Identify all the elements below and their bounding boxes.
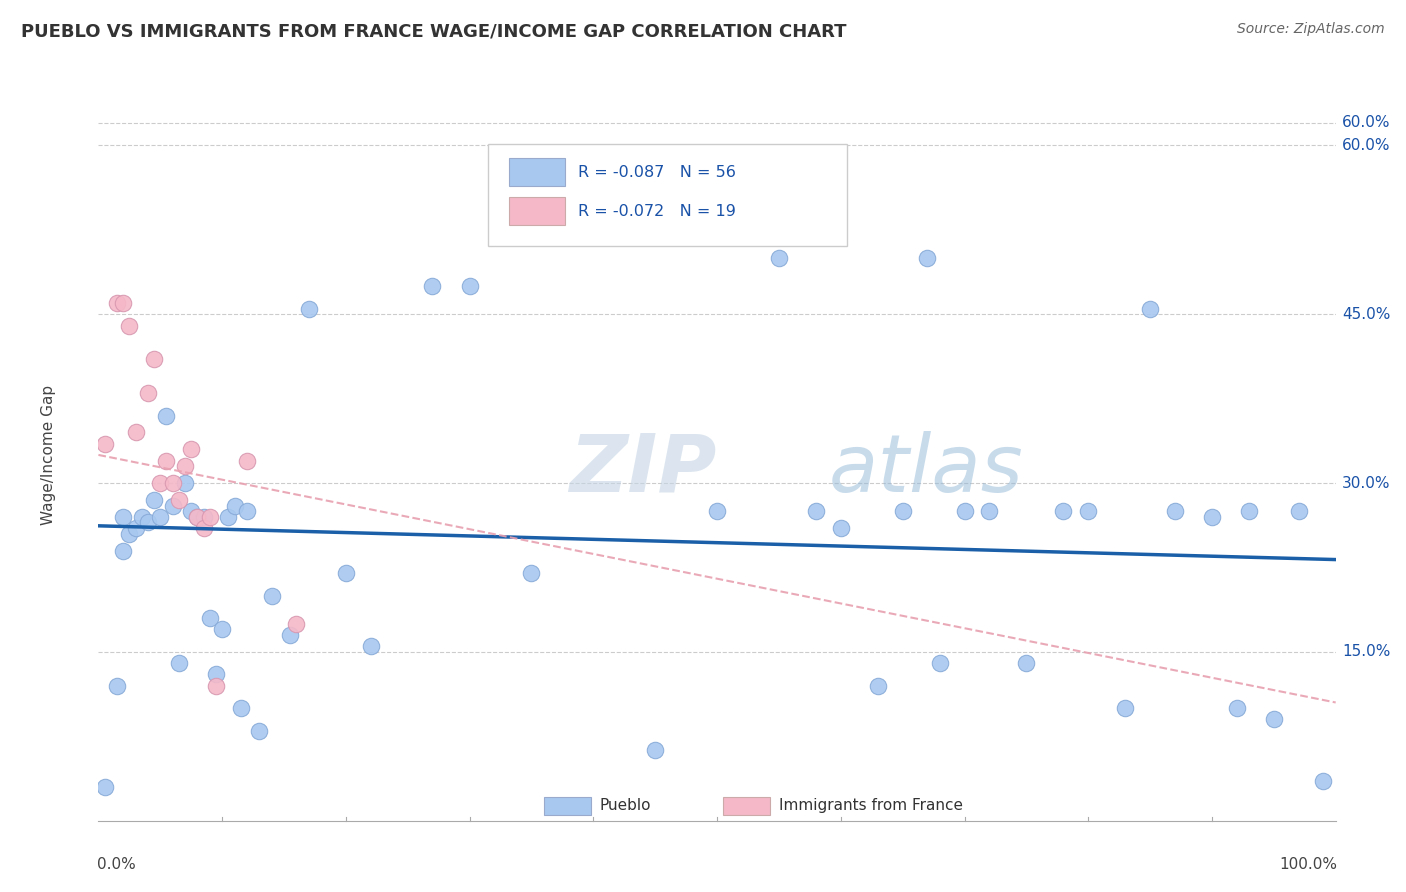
- Point: [422, 279, 444, 293]
- Point: [1288, 504, 1310, 518]
- Point: [118, 318, 141, 333]
- Text: 100.0%: 100.0%: [1279, 857, 1337, 872]
- Point: [136, 516, 159, 530]
- Point: [1237, 504, 1260, 518]
- Point: [112, 296, 135, 310]
- FancyBboxPatch shape: [488, 144, 846, 246]
- Point: [335, 566, 357, 580]
- Text: Source: ZipAtlas.com: Source: ZipAtlas.com: [1237, 22, 1385, 37]
- Point: [162, 499, 184, 513]
- FancyBboxPatch shape: [509, 197, 565, 225]
- Point: [1226, 701, 1249, 715]
- Point: [1312, 774, 1334, 789]
- Point: [186, 509, 208, 524]
- Point: [149, 509, 172, 524]
- Point: [174, 459, 197, 474]
- Point: [143, 492, 166, 507]
- Point: [155, 409, 177, 423]
- Point: [180, 504, 202, 518]
- Point: [520, 566, 543, 580]
- Point: [928, 656, 950, 670]
- Text: 0.0%: 0.0%: [97, 857, 136, 872]
- Point: [706, 504, 728, 518]
- Point: [298, 301, 321, 316]
- Point: [247, 723, 270, 738]
- Point: [162, 476, 184, 491]
- Point: [1164, 504, 1187, 518]
- Point: [143, 352, 166, 367]
- Point: [131, 509, 153, 524]
- Point: [360, 639, 382, 653]
- Point: [1139, 301, 1161, 316]
- Point: [804, 504, 827, 518]
- Point: [198, 611, 221, 625]
- Point: [830, 521, 852, 535]
- Point: [1114, 701, 1136, 715]
- Point: [186, 509, 208, 524]
- Point: [155, 453, 177, 467]
- FancyBboxPatch shape: [544, 797, 591, 814]
- Point: [236, 504, 259, 518]
- Point: [93, 436, 115, 450]
- Point: [198, 509, 221, 524]
- Point: [1015, 656, 1038, 670]
- Point: [149, 476, 172, 491]
- Point: [768, 251, 790, 265]
- Point: [285, 616, 308, 631]
- Text: 15.0%: 15.0%: [1341, 644, 1391, 659]
- Point: [93, 780, 115, 794]
- Point: [224, 499, 246, 513]
- Text: Wage/Income Gap: Wage/Income Gap: [41, 384, 56, 525]
- Point: [180, 442, 202, 457]
- Point: [112, 543, 135, 558]
- Text: 45.0%: 45.0%: [1341, 307, 1391, 322]
- Point: [205, 679, 228, 693]
- Point: [236, 453, 259, 467]
- Point: [105, 679, 128, 693]
- Point: [1077, 504, 1099, 518]
- Text: Pueblo: Pueblo: [599, 797, 651, 813]
- Point: [458, 279, 481, 293]
- Point: [105, 296, 128, 310]
- Point: [217, 509, 239, 524]
- Point: [124, 425, 146, 440]
- Text: R = -0.072   N = 19: R = -0.072 N = 19: [578, 204, 737, 219]
- Text: 60.0%: 60.0%: [1341, 138, 1391, 153]
- Point: [167, 492, 190, 507]
- Point: [953, 504, 976, 518]
- Point: [193, 521, 215, 535]
- Text: 60.0%: 60.0%: [1341, 115, 1391, 130]
- Point: [1052, 504, 1074, 518]
- Point: [260, 589, 283, 603]
- Text: PUEBLO VS IMMIGRANTS FROM FRANCE WAGE/INCOME GAP CORRELATION CHART: PUEBLO VS IMMIGRANTS FROM FRANCE WAGE/IN…: [21, 22, 846, 40]
- Point: [1201, 509, 1223, 524]
- Text: ZIP: ZIP: [568, 431, 716, 508]
- Point: [866, 679, 889, 693]
- Point: [174, 476, 197, 491]
- Text: atlas: atlas: [828, 431, 1024, 508]
- Point: [891, 504, 914, 518]
- Point: [644, 743, 666, 757]
- Point: [112, 509, 135, 524]
- Point: [124, 521, 146, 535]
- Point: [229, 701, 252, 715]
- Point: [917, 251, 939, 265]
- FancyBboxPatch shape: [509, 158, 565, 186]
- Point: [193, 509, 215, 524]
- Point: [118, 526, 141, 541]
- Point: [211, 623, 233, 637]
- Text: Immigrants from France: Immigrants from France: [779, 797, 963, 813]
- FancyBboxPatch shape: [723, 797, 770, 814]
- Point: [979, 504, 1001, 518]
- Point: [278, 628, 301, 642]
- Text: R = -0.087   N = 56: R = -0.087 N = 56: [578, 165, 737, 180]
- Text: 30.0%: 30.0%: [1341, 475, 1391, 491]
- Point: [205, 667, 228, 681]
- Point: [167, 656, 190, 670]
- Point: [136, 386, 159, 401]
- Point: [1263, 712, 1285, 726]
